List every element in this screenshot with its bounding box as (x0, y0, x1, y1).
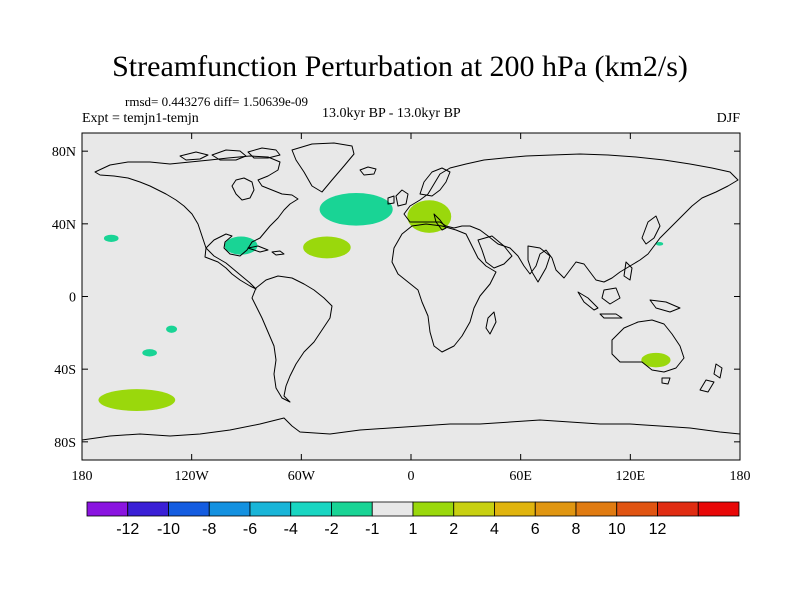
coastline-tasmania (661, 377, 671, 385)
coastline-japan (641, 215, 661, 245)
coastline-hispaniola (271, 250, 285, 256)
season-label: DJF (716, 111, 740, 126)
coastline-scandinavia (419, 167, 451, 197)
lon-tick-label: 120W (175, 469, 210, 484)
anomaly-central-pacific-negative (103, 234, 119, 242)
coastline-arctic-islands-3 (179, 151, 209, 161)
anomaly-subtropical-atlantic-positive (303, 236, 351, 259)
anomaly-east-pacific-negative (166, 325, 178, 333)
colorbar-swatch (697, 501, 740, 517)
coastline-antarctica (82, 417, 740, 441)
lat-tick-label: 80S (54, 436, 76, 451)
colorbar-label: -6 (243, 521, 257, 538)
latitude-axis: 80N 40N 0 40S 80S (52, 145, 740, 451)
coastline-arabia (477, 235, 513, 269)
lat-tick-label: 40N (52, 218, 76, 233)
colorbar-label: -1 (365, 521, 379, 538)
coastline-australia (611, 319, 685, 373)
colorbar-swatch (127, 501, 169, 517)
coastline-north-america (94, 155, 299, 290)
coastline-africa (391, 223, 497, 353)
colorbar-labels: -12 -10 -8 -6 -4 -2 -1 1 2 4 6 8 10 12 (116, 521, 666, 538)
colorbar-swatch (208, 501, 251, 517)
colorbar-swatch (534, 501, 577, 517)
colorbar-swatch (331, 501, 373, 517)
coastline-ireland (387, 195, 395, 205)
colorbar-label: 10 (608, 521, 626, 538)
colorbar-swatch (86, 501, 129, 517)
colorbar-swatch (453, 501, 495, 517)
lat-tick-label: 80N (52, 145, 76, 160)
anomaly-southeast-pacific-negative (142, 349, 157, 357)
anomaly-japan-negative (655, 242, 664, 246)
coastline-madagascar (485, 311, 497, 335)
anomaly-south-australia-positive (641, 352, 671, 368)
coastline-iceland (359, 166, 377, 176)
colorbar-swatch (575, 501, 618, 517)
colorbar-swatch (249, 501, 292, 517)
coastline-italy (433, 213, 447, 231)
colorbar-label: 8 (572, 521, 581, 538)
anomaly-north-atlantic-negative (319, 192, 393, 226)
coastline-cuba (247, 245, 269, 253)
lat-tick-label: 0 (69, 291, 76, 306)
period-label: 13.0kyr BP - 13.0kyr BP (322, 106, 461, 121)
coastline-arctic-islands-1 (211, 149, 247, 161)
colorbar-label: 4 (490, 521, 499, 538)
coastline-borneo (601, 287, 621, 305)
colorbar-swatch (371, 501, 414, 517)
colorbar-label: 12 (649, 521, 667, 538)
coastline-new-guinea (649, 299, 681, 313)
colorbar-swatch (412, 501, 455, 517)
lat-tick-label: 40S (54, 363, 76, 378)
colorbar-label: 6 (531, 521, 540, 538)
colorbar (86, 501, 740, 517)
coastline-java (599, 313, 623, 319)
colorbar-label: -4 (284, 521, 298, 538)
anomaly-europe-positive (407, 200, 452, 233)
statistics-line: rmsd= 0.443276 diff= 1.50639e-09 (125, 94, 309, 109)
map-background (82, 133, 740, 460)
coastline-new-zealand-south (699, 379, 715, 393)
lon-tick-label: 60E (509, 469, 532, 484)
coastline-south-america (251, 275, 333, 403)
coastline-india (527, 245, 551, 283)
anomaly-gulf-of-mexico-negative (224, 236, 258, 255)
longitude-axis: 180 120W 60W 0 60E 120E 180 (72, 133, 751, 484)
experiment-label: Expt = temjn1-temjn (82, 111, 199, 126)
lon-tick-label: 120E (616, 469, 646, 484)
lon-tick-label: 180 (730, 469, 751, 484)
coastline-new-zealand-north (713, 363, 723, 379)
anomaly-south-pacific-positive (98, 389, 176, 411)
colorbar-swatch (290, 501, 332, 517)
colorbar-label: 2 (449, 521, 458, 538)
colorbar-label: -10 (157, 521, 180, 538)
lon-tick-label: 0 (408, 469, 415, 484)
coastline-hudson-bay (231, 177, 255, 201)
colorbar-swatch (657, 501, 699, 517)
coastline-layer (82, 142, 740, 441)
coastline-arctic-islands-2 (247, 147, 281, 159)
colorbar-swatch (168, 501, 210, 517)
chart-title: Streamfunction Perturbation at 200 hPa (… (112, 50, 688, 83)
coastline-philippines (623, 261, 633, 281)
colorbar-swatch (616, 501, 658, 517)
colorbar-label: -8 (202, 521, 216, 538)
coastline-eurasia (403, 153, 739, 283)
colorbar-label: -12 (116, 521, 139, 538)
coastline-greenland (291, 142, 355, 193)
colorbar-label: 1 (409, 521, 418, 538)
coastline-sumatra (577, 291, 599, 311)
lon-tick-label: 60W (288, 469, 316, 484)
lon-tick-label: 180 (72, 469, 93, 484)
coastline-british-isles (395, 189, 409, 207)
colorbar-label: -2 (324, 521, 338, 538)
colorbar-swatch (494, 501, 536, 517)
